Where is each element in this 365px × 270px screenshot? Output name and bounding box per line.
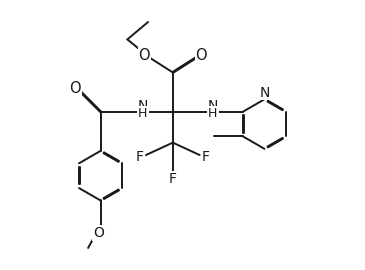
Text: F: F <box>136 150 144 164</box>
Text: F: F <box>202 150 210 164</box>
Text: N: N <box>208 99 218 113</box>
Text: O: O <box>138 48 150 63</box>
Text: N: N <box>260 86 270 100</box>
Text: N: N <box>138 99 148 113</box>
Text: O: O <box>93 226 104 240</box>
Text: O: O <box>69 81 81 96</box>
Text: H: H <box>208 107 218 120</box>
Text: O: O <box>196 48 207 63</box>
Text: H: H <box>138 107 147 120</box>
Text: F: F <box>169 172 177 186</box>
